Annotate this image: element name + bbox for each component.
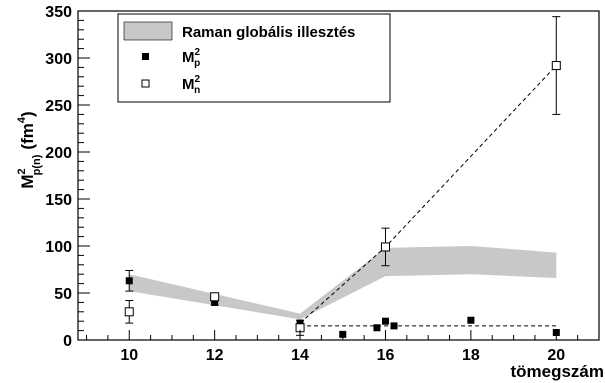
y-axis-title-sup: 2 (16, 168, 28, 174)
y-tick-label: 100 (45, 239, 72, 256)
band-area (129, 246, 557, 320)
filled-square-point (339, 330, 347, 338)
open-square-point (551, 61, 561, 71)
legend-series-1-base: M (182, 49, 195, 66)
open-square-point (380, 242, 390, 252)
y-axis-title: M2 p(n) (fm4) (16, 111, 43, 188)
y-tick-label: 200 (45, 145, 72, 162)
x-axis-title: tömegszám (510, 362, 604, 381)
y-axis-title-base: M (18, 174, 37, 188)
y-axis-title-sub: p(n) (31, 154, 43, 175)
x-tick-label: 10 (120, 347, 138, 364)
legend: Raman globális illesztés M2 p M2 n (117, 13, 391, 103)
data-points (124, 16, 561, 338)
filled-square-point (125, 277, 133, 285)
plot-frame (77, 10, 600, 341)
legend-band-swatch (123, 21, 173, 41)
y-axis-ticks (78, 10, 90, 341)
legend-series-2-sup: 2 (195, 74, 201, 85)
open-square-point (124, 307, 134, 317)
filled-square-point (211, 298, 219, 306)
y-axis-title-unit-sup: 4 (16, 116, 28, 123)
y-tick-label: 150 (45, 192, 72, 209)
y-tick-label: 50 (54, 286, 72, 303)
filled-square-point (381, 317, 389, 325)
x-tick-label: 18 (462, 347, 480, 364)
y-tick-label: 350 (45, 4, 72, 21)
x-tick-label: 12 (206, 347, 224, 364)
legend-open-square-marker (141, 79, 150, 88)
filled-square-point (467, 316, 475, 324)
y-tick-labels: 0 50 100 150 200 250 300 350 (45, 4, 72, 350)
legend-series-2-sub: n (194, 85, 200, 96)
legend-band-label: Raman globális illesztés (182, 24, 355, 41)
y-tick-label: 0 (63, 333, 72, 350)
legend-series-1-sup: 2 (195, 47, 201, 58)
y-tick-label: 250 (45, 98, 72, 115)
legend-filled-square-marker (142, 53, 149, 60)
y-axis-title-unit-suffix: ) (18, 111, 37, 117)
x-tick-label: 16 (377, 347, 395, 364)
x-tick-labels: 10 12 14 16 18 20 (120, 347, 565, 364)
x-tick-label: 14 (291, 347, 309, 364)
filled-square-point (373, 324, 381, 332)
filled-square-point (390, 322, 398, 330)
y-axis-title-unit-prefix: (fm (18, 123, 37, 149)
legend-series-1-sub: p (194, 58, 200, 69)
open-square-point (210, 292, 220, 302)
legend-series-2-label: M2 n (182, 74, 201, 96)
x-axis-ticks (86, 330, 600, 340)
y-tick-label: 300 (45, 51, 72, 68)
band-layer (129, 246, 557, 320)
legend-series-2-base: M (182, 76, 195, 93)
legend-series-1-label: M2 p (182, 47, 201, 69)
x-tick-label: 20 (547, 347, 565, 364)
